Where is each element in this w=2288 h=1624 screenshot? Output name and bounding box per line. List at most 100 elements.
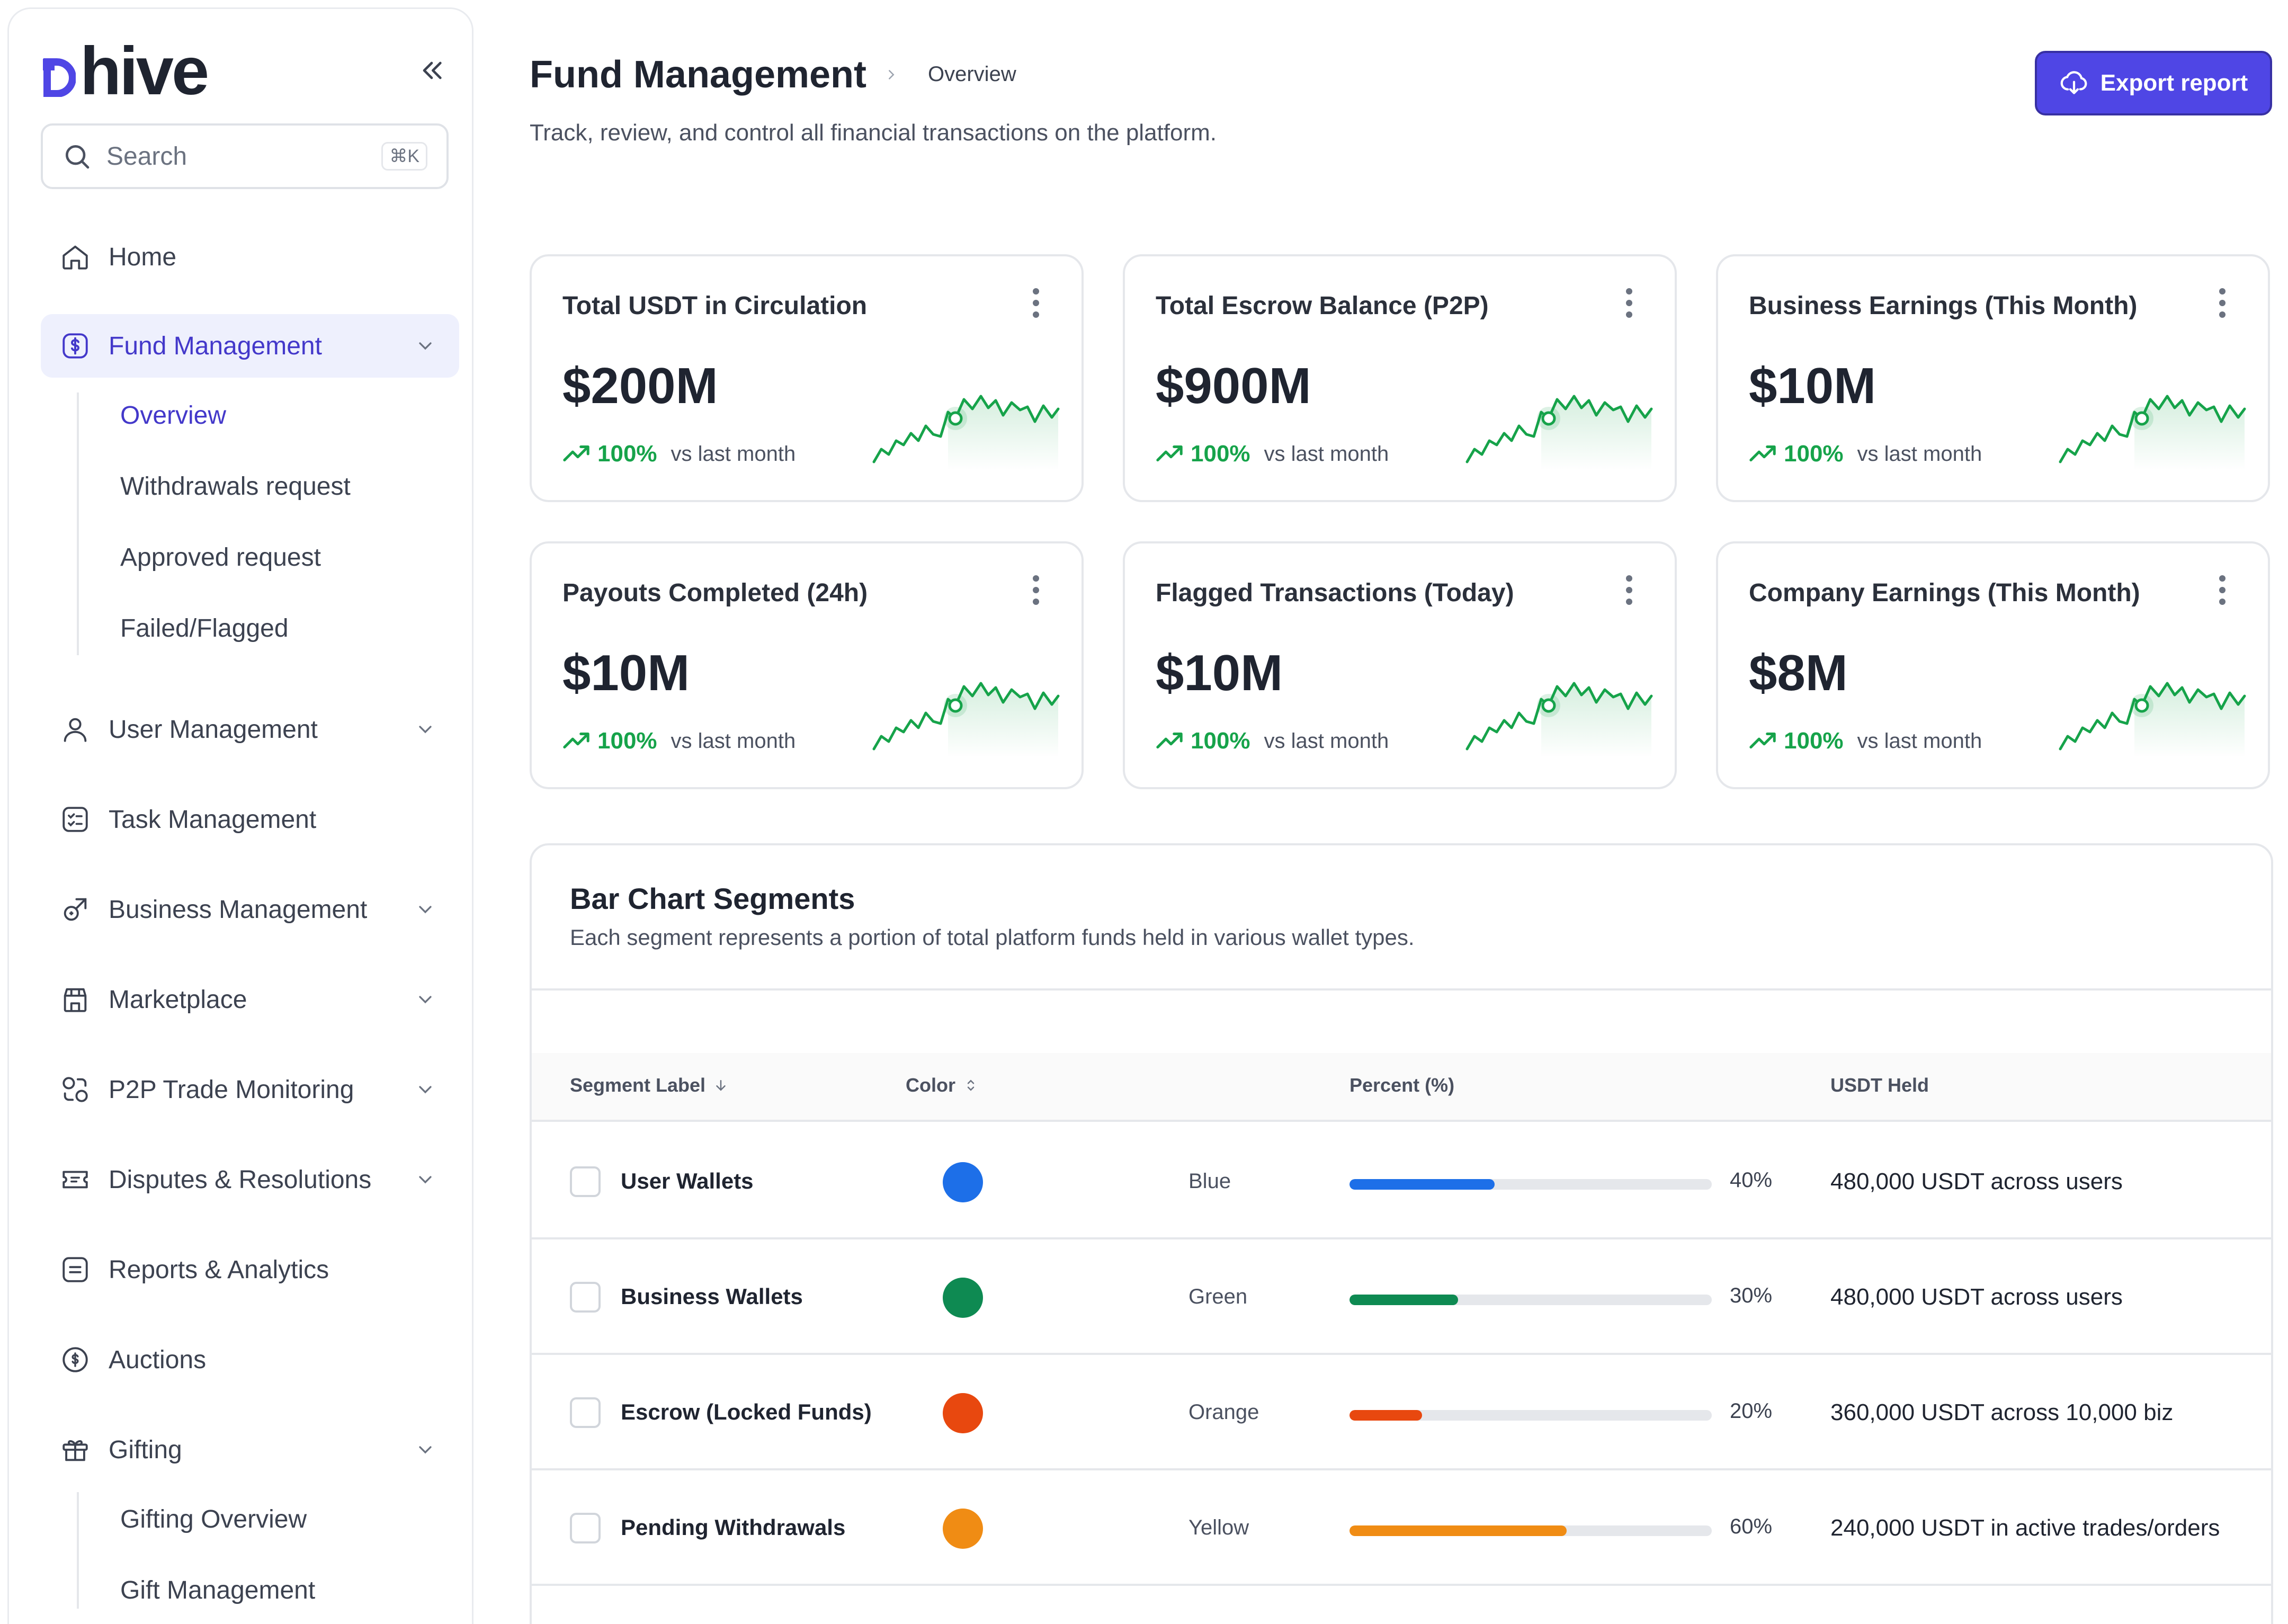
row-checkbox[interactable]	[570, 1282, 601, 1313]
stat-card-value: $900M	[1156, 358, 1311, 414]
chevron-down-icon[interactable]	[415, 719, 436, 740]
stat-card-change: 100%	[1784, 441, 1844, 467]
percent-bar-fill	[1349, 1410, 1422, 1421]
sidebar-item-gifting[interactable]: Gifting	[41, 1418, 459, 1482]
search-input[interactable]: Search ⌘K	[41, 123, 449, 189]
segment-label: Escrow (Locked Funds)	[621, 1399, 872, 1424]
chevron-down-icon[interactable]	[415, 899, 436, 920]
sidebar-item-disputes-resolutions[interactable]: Disputes & Resolutions	[41, 1148, 459, 1211]
stat-card-business-earnings-this-month[interactable]: Business Earnings (This Month) $10M 100% vs…	[1716, 254, 2270, 502]
stat-card-title: Total Escrow Balance (P2P)	[1156, 292, 1489, 320]
sidebar-subitem-gift-management[interactable]: Gift Management	[120, 1576, 316, 1604]
stat-card-title: Payouts Completed (24h)	[562, 579, 868, 607]
segments-title: Bar Chart Segments	[570, 882, 855, 915]
chevron-down-icon[interactable]	[415, 1169, 436, 1190]
more-options-icon[interactable]	[2219, 288, 2227, 320]
stat-card-value: $10M	[562, 645, 690, 701]
divider	[532, 1468, 2271, 1470]
stat-card-total-usdt-in-circulation[interactable]: Total USDT in Circulation $200M 100% vs las…	[530, 254, 1084, 502]
table-header	[532, 1053, 2271, 1122]
more-options-icon[interactable]	[1626, 288, 1633, 320]
cloud-download-icon	[2060, 71, 2087, 94]
divider	[532, 1120, 2271, 1122]
stat-card-title: Business Earnings (This Month)	[1749, 292, 2138, 320]
divider	[532, 1353, 2271, 1355]
percent-value: 20%	[1730, 1399, 1773, 1423]
column-header-color[interactable]: Color	[906, 1074, 979, 1096]
sidebar-item-p2p-trade-monitoring[interactable]: P2P Trade Monitoring	[41, 1058, 459, 1121]
sidebar-item-home[interactable]: Home	[41, 225, 459, 289]
table-row-user-wallets[interactable]: User Wallets Blue 40% 480,000 USDT across u…	[532, 1124, 2271, 1239]
more-options-icon[interactable]	[1033, 288, 1040, 320]
more-options-icon[interactable]	[2219, 575, 2227, 607]
sidebar-subitem-approved-request[interactable]: Approved request	[120, 543, 321, 572]
chevron-down-icon[interactable]	[415, 989, 436, 1010]
percent-bar	[1349, 1179, 1712, 1190]
segments-subtitle: Each segment represents a portion of tot…	[570, 925, 1415, 950]
trade-icon	[62, 1077, 88, 1102]
stat-card-compare: vs last month	[1857, 729, 1982, 753]
submenu-line	[77, 1492, 79, 1609]
trend-up-icon	[1156, 445, 1183, 462]
usdt-held: 240,000 USDT in active trades/orders	[1830, 1515, 2220, 1541]
stat-card-trend: 100% vs last month	[1749, 441, 1982, 467]
segment-label: Pending Withdrawals	[621, 1515, 846, 1540]
sidebar-item-reports-analytics[interactable]: Reports & Analytics	[41, 1238, 459, 1301]
sidebar-item-task-management[interactable]: Task Management	[41, 788, 459, 851]
sidebar-item-label: Business Management	[109, 895, 368, 924]
logo-text: hive	[80, 33, 209, 109]
table-row-auction-funds[interactable]: Auction FundsYellow60%540,000 USDT to be…	[532, 1586, 2271, 1624]
more-options-icon[interactable]	[1033, 575, 1040, 607]
logo-mark-icon	[43, 58, 76, 97]
sidebar-subitem-withdrawals-request[interactable]: Withdrawals request	[120, 472, 351, 501]
store-icon	[64, 988, 87, 1012]
stat-card-company-earnings-this-month[interactable]: Company Earnings (This Month) $8M 100% vs l…	[1716, 541, 2270, 789]
table-row-pending-withdrawals[interactable]: Pending Withdrawals Yellow 60% 240,000 USDT…	[532, 1470, 2271, 1586]
stat-card-change: 100%	[1191, 728, 1250, 754]
table-row-business-wallets[interactable]: Business Wallets Green 30% 480,000 USDT acr…	[532, 1239, 2271, 1355]
collapse-sidebar-icon[interactable]	[417, 56, 446, 85]
stat-card-payouts-completed-24h[interactable]: Payouts Completed (24h) $10M 100% vs last m…	[530, 541, 1084, 789]
row-checkbox[interactable]	[570, 1397, 601, 1428]
sidebar-item-fund-management[interactable]: Fund Management	[41, 314, 459, 378]
row-checkbox[interactable]	[570, 1166, 601, 1197]
chevron-down-icon[interactable]	[415, 1439, 436, 1460]
sidebar-item-business-management[interactable]: Business Management	[41, 878, 459, 941]
more-options-icon[interactable]	[1626, 575, 1633, 607]
export-report-label: Export report	[2100, 70, 2248, 96]
stat-card-compare: vs last month	[671, 442, 796, 466]
column-header-label: Percent (%)	[1349, 1074, 1455, 1096]
column-header-segment-label[interactable]: Segment Label	[570, 1074, 729, 1096]
column-header-label: Segment Label	[570, 1074, 706, 1096]
stat-card-title: Company Earnings (This Month)	[1749, 579, 2140, 607]
sort-icon	[967, 1079, 975, 1091]
sidebar-item-user-management[interactable]: User Management	[41, 698, 459, 761]
sidebar-item-auctions[interactable]: Auctions	[41, 1328, 459, 1391]
dollar-icon	[62, 333, 88, 359]
stat-card-compare: vs last month	[671, 729, 796, 753]
sidebar-item-marketplace[interactable]: Marketplace	[41, 968, 459, 1031]
logo[interactable]: hive	[42, 33, 209, 109]
submenu-line	[77, 392, 79, 655]
column-header-percent[interactable]: Percent (%)	[1349, 1074, 1454, 1096]
arrow-down-icon	[716, 1080, 726, 1091]
trend-up-icon	[1749, 732, 1776, 749]
column-header-usdt-held[interactable]: USDT Held	[1830, 1074, 1929, 1096]
stat-card-compare: vs last month	[1264, 729, 1389, 753]
chevron-down-icon[interactable]	[415, 335, 436, 356]
stat-card-total-escrow-balance-p2p[interactable]: Total Escrow Balance (P2P) $900M 100% vs la…	[1123, 254, 1677, 502]
usdt-held: 480,000 USDT across users	[1830, 1168, 2123, 1194]
sidebar-subitem-overview[interactable]: Overview	[120, 401, 227, 430]
chevron-down-icon[interactable]	[415, 1079, 436, 1100]
sparkline-chart	[872, 395, 1060, 470]
stat-card-flagged-transactions-today[interactable]: Flagged Transactions (Today) $10M 100% vs l…	[1123, 541, 1677, 789]
breadcrumb[interactable]: Overview	[928, 63, 1016, 86]
table-row-escrow-locked-funds[interactable]: Escrow (Locked Funds) Orange 20% 360,000 US…	[532, 1355, 2271, 1470]
search-placeholder: Search	[106, 142, 187, 171]
sidebar-subitem-gifting-overview[interactable]: Gifting Overview	[120, 1505, 307, 1533]
column-header-label: Color	[906, 1074, 955, 1096]
export-report-button[interactable]: Export report	[2035, 51, 2272, 115]
sidebar-subitem-failed-flagged[interactable]: Failed/Flagged	[120, 614, 289, 643]
row-checkbox[interactable]	[570, 1513, 601, 1543]
search-shortcut: ⌘K	[381, 142, 427, 171]
